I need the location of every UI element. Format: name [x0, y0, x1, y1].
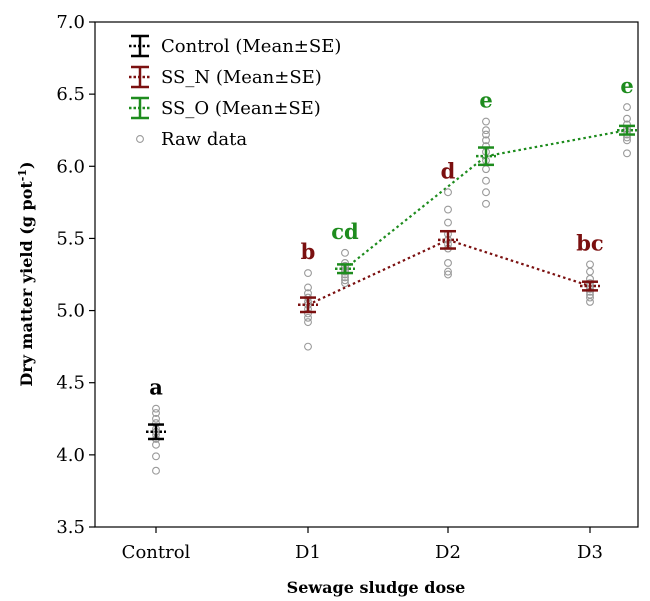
raw-data-point	[304, 313, 312, 322]
raw-data-points	[152, 103, 631, 475]
ss_o-mean-se-marker	[617, 124, 637, 136]
raw-data-point	[444, 188, 452, 197]
y-axis-title-superscript: -1	[16, 169, 29, 181]
plot-frame	[94, 21, 639, 528]
x-axis-title: Sewage sludge dose	[287, 578, 466, 597]
raw-data-point	[586, 297, 594, 306]
raw-data-point	[304, 269, 312, 278]
y-tick-label: 5.0	[56, 301, 85, 322]
raw-data-point	[444, 259, 452, 267]
raw-data-point	[482, 130, 490, 139]
ss_o-significance-letter: e	[620, 73, 633, 98]
raw-data-point	[482, 126, 490, 135]
axes: 3.5 4.0 4.5 5.0 5.5 6.0 6.5 7.0 Control D1 D2 D3	[56, 12, 639, 563]
legend-item-control: Control (Mean±SE)	[129, 34, 341, 58]
x-tick-label: D1	[295, 542, 321, 563]
ss_n-mean-se-marker	[438, 229, 458, 250]
control-significance-letter: a	[149, 375, 163, 400]
y-tick-label: 6.0	[56, 156, 85, 177]
ss_o-significance-letter: cd	[331, 219, 359, 244]
ss_n-mean-se-marker	[580, 280, 600, 292]
raw-data-point	[482, 117, 490, 126]
raw-data-point	[444, 270, 452, 279]
ss_o-significance-letter: e	[479, 88, 492, 113]
raw-data-point	[304, 283, 312, 292]
raw-data-point	[482, 188, 490, 197]
raw-data-point	[586, 267, 594, 276]
raw-data-point	[444, 205, 452, 214]
raw-data-point	[482, 165, 490, 174]
y-tick-label: 5.5	[56, 228, 85, 249]
ss_n-connector-line	[307, 238, 449, 306]
raw-data-point	[152, 452, 160, 461]
control-mean-se-marker	[146, 423, 166, 441]
legend-label-ss_o: SS_O (Mean±SE)	[161, 98, 321, 119]
raw-data-point	[152, 440, 160, 449]
raw-data-point	[482, 176, 490, 185]
raw-data-point	[623, 149, 631, 158]
y-axis-title-main: Dry matter yield (g pot	[17, 181, 36, 387]
x-tick-label: D2	[435, 542, 461, 563]
raw-data-point	[152, 466, 160, 475]
raw-data-point	[304, 342, 312, 351]
ss_n-significance-letter: d	[441, 158, 456, 183]
ss_o-mean-se-marker	[476, 146, 496, 167]
raw-data-point	[152, 414, 160, 423]
raw-data-point	[341, 248, 349, 257]
raw-data-point	[623, 103, 631, 112]
legend-label-ss_n: SS_N (Mean±SE)	[161, 67, 322, 88]
mean-se-markers	[146, 124, 637, 441]
raw-data-point	[482, 199, 490, 208]
legend-label-raw-data: Raw data	[161, 129, 247, 150]
ss_o-connector-line	[485, 129, 628, 158]
ss_o-connector-line	[344, 155, 487, 270]
ss_n-mean-se-marker	[298, 296, 318, 314]
y-tick-label: 6.5	[56, 84, 85, 105]
legend-item-ss_o: SS_O (Mean±SE)	[129, 96, 321, 120]
ss_n-significance-letter: bc	[576, 230, 603, 255]
raw-data-point	[586, 293, 594, 302]
legend-label-control: Control (Mean±SE)	[161, 36, 341, 57]
raw-data-point	[586, 260, 594, 269]
raw-data-point	[482, 136, 490, 145]
significance-letters: a b d bc cd e e	[149, 73, 633, 400]
legend-item-raw-data: Raw data	[136, 129, 247, 150]
x-tick-label: Control	[122, 542, 191, 563]
raw-data-point	[444, 218, 452, 227]
ss_n-connector-line	[447, 238, 591, 288]
raw-data-point	[341, 276, 349, 285]
raw-data-point	[304, 318, 312, 327]
legend: Control (Mean±SE) SS_N (Mean±SE) SS_O (Mea…	[129, 34, 341, 150]
y-tick-label: 4.0	[56, 445, 85, 466]
legend-item-ss_n: SS_N (Mean±SE)	[129, 65, 322, 89]
y-axis-title: Dry matter yield (g pot-1)	[16, 161, 36, 386]
series-lines	[307, 129, 628, 306]
raw-data-point	[444, 267, 452, 276]
ss_n-significance-letter: b	[301, 239, 316, 264]
raw-data-point	[152, 409, 160, 417]
raw-data-point	[623, 114, 631, 123]
x-tick-label: D3	[577, 542, 603, 563]
y-tick-label: 4.5	[56, 373, 85, 394]
ss_o-mean-se-marker	[335, 263, 355, 275]
legend-raw-marker	[136, 135, 144, 143]
y-tick-label: 3.5	[56, 517, 85, 538]
y-tick-label: 7.0	[56, 12, 85, 33]
raw-data-point	[341, 279, 349, 288]
raw-data-point	[623, 136, 631, 145]
y-axis-title-tail: )	[17, 161, 36, 169]
raw-data-point	[152, 404, 160, 413]
